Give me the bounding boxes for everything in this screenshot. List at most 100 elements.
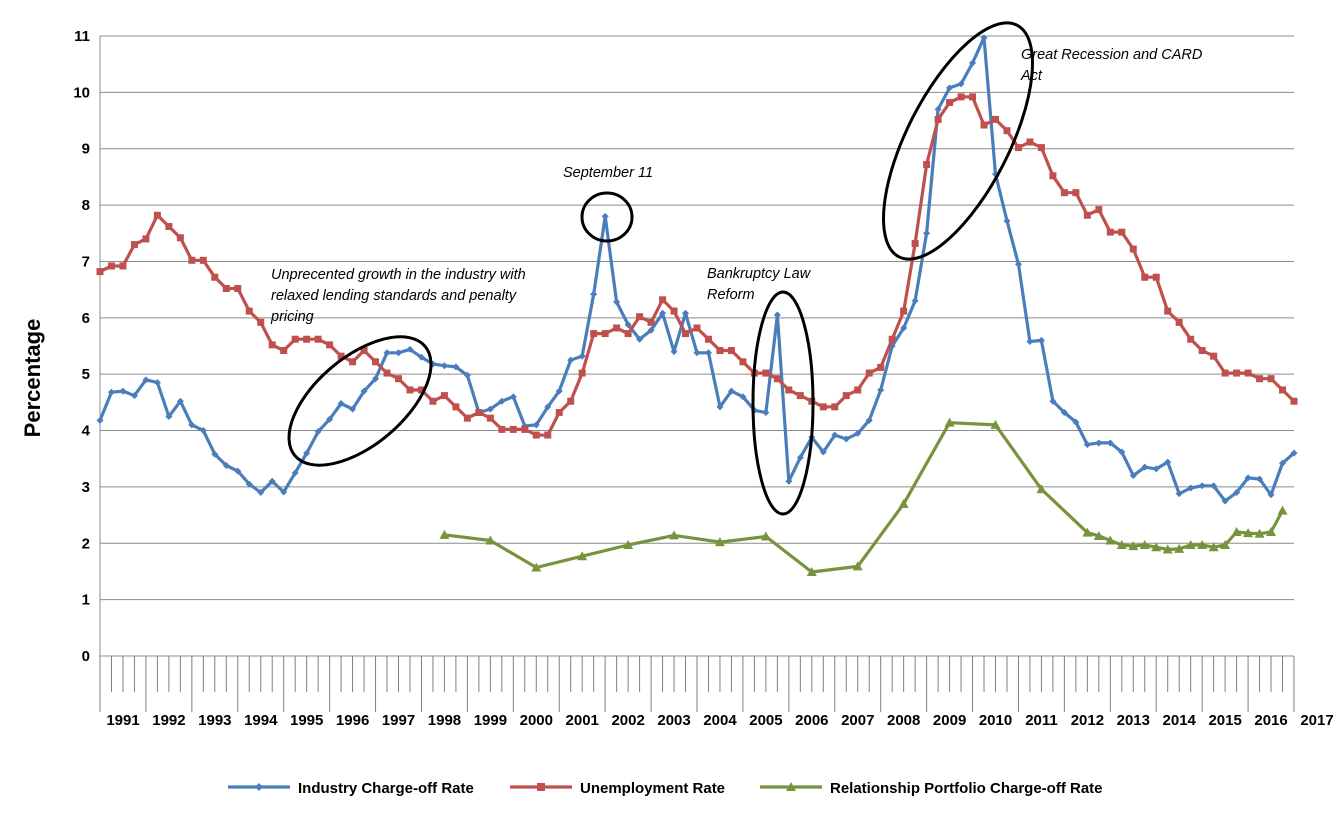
data-point: [188, 421, 196, 429]
data-point: [1277, 505, 1288, 515]
legend: Industry Charge-off Rate Unemployment Rat…: [228, 780, 1103, 797]
x-tick-label: 2009: [933, 712, 966, 729]
data-point: [682, 309, 690, 317]
data-point: [107, 388, 115, 396]
data-point: [280, 488, 288, 496]
data-point: [1164, 458, 1172, 466]
data-point: [1049, 397, 1057, 405]
x-tick-label: 1993: [198, 712, 231, 729]
data-point: [636, 313, 644, 321]
annotation-bankruptcy: Bankruptcy Law Reform: [707, 266, 814, 303]
data-point: [1267, 375, 1275, 383]
data-point: [877, 363, 885, 371]
data-point: [555, 409, 563, 417]
data-point: [957, 93, 965, 101]
y-tick-label: 5: [82, 366, 90, 383]
y-tick-label: 8: [82, 197, 90, 214]
x-tick-label: 1999: [474, 712, 507, 729]
data-point: [624, 330, 632, 338]
data-point: [130, 392, 138, 400]
series-line: [99, 95, 1296, 437]
data-point: [1060, 189, 1068, 197]
data-point: [119, 387, 127, 395]
data-point: [452, 403, 460, 411]
data-point: [1026, 138, 1034, 146]
data-point: [383, 369, 391, 377]
data-point: [1026, 337, 1034, 345]
data-point: [1244, 474, 1252, 482]
data-point: [234, 467, 242, 475]
data-point: [165, 223, 173, 231]
series-1: [96, 93, 1298, 439]
x-tick-label: 2002: [611, 712, 644, 729]
data-point: [452, 363, 460, 371]
data-point: [1162, 544, 1173, 554]
data-point: [739, 393, 747, 401]
x-tick-label: 2014: [1163, 712, 1197, 729]
data-point: [153, 211, 161, 219]
data-point: [211, 273, 219, 281]
data-point: [590, 290, 598, 298]
data-point: [992, 115, 999, 123]
x-tick-label: 1991: [106, 712, 139, 729]
data-point: [1072, 189, 1080, 197]
data-point: [877, 386, 885, 394]
data-point: [406, 386, 414, 394]
data-point: [980, 34, 988, 42]
data-point: [944, 417, 955, 427]
data-point: [1083, 211, 1091, 219]
annotation-sept11: September 11: [563, 165, 653, 181]
data-point: [842, 435, 850, 443]
data-point: [969, 93, 977, 101]
data-point: [785, 477, 793, 485]
data-point: [923, 161, 931, 169]
data-point: [831, 403, 839, 411]
data-point: [854, 386, 862, 394]
data-point: [1014, 144, 1022, 152]
data-point: [1129, 245, 1137, 253]
data-point: [555, 387, 563, 395]
data-point: [1290, 397, 1298, 405]
data-point: [486, 405, 494, 413]
data-point: [498, 425, 506, 433]
data-point: [1095, 439, 1103, 447]
data-point: [1175, 318, 1183, 326]
data-point: [980, 121, 988, 129]
y-tick-label: 3: [82, 479, 90, 496]
legend-item: Unemployment Rate: [510, 780, 725, 797]
data-point: [1036, 484, 1047, 494]
data-point: [395, 349, 402, 357]
data-point: [211, 450, 219, 458]
data-point: [1152, 273, 1160, 281]
data-point: [417, 353, 425, 361]
data-point: [1093, 530, 1104, 540]
data-point: [739, 358, 747, 366]
data-point: [647, 326, 655, 334]
data-point: [188, 256, 196, 264]
data-point: [578, 369, 586, 377]
data-point: [1279, 459, 1287, 467]
data-point: [704, 335, 712, 343]
data-point: [1256, 475, 1264, 483]
data-point: [865, 416, 873, 424]
series-layer: [96, 34, 1298, 577]
data-point: [1129, 472, 1137, 480]
annotation-great-recession: Great Recession and CARD Act: [1020, 47, 1206, 84]
data-point: [1049, 172, 1057, 180]
data-point: [946, 84, 954, 92]
x-tick-label: 2008: [887, 712, 920, 729]
data-point: [142, 376, 150, 384]
data-point: [590, 330, 598, 338]
data-point: [280, 347, 288, 355]
data-point: [854, 429, 862, 437]
data-point: [417, 386, 425, 394]
data-point: [898, 498, 909, 508]
data-point: [762, 409, 770, 417]
data-point: [1231, 527, 1242, 536]
data-point: [1106, 228, 1114, 236]
data-point: [923, 229, 931, 237]
legend-item: Industry Charge-off Rate: [228, 780, 474, 797]
data-point: [1198, 482, 1206, 490]
data-point: [647, 318, 655, 326]
